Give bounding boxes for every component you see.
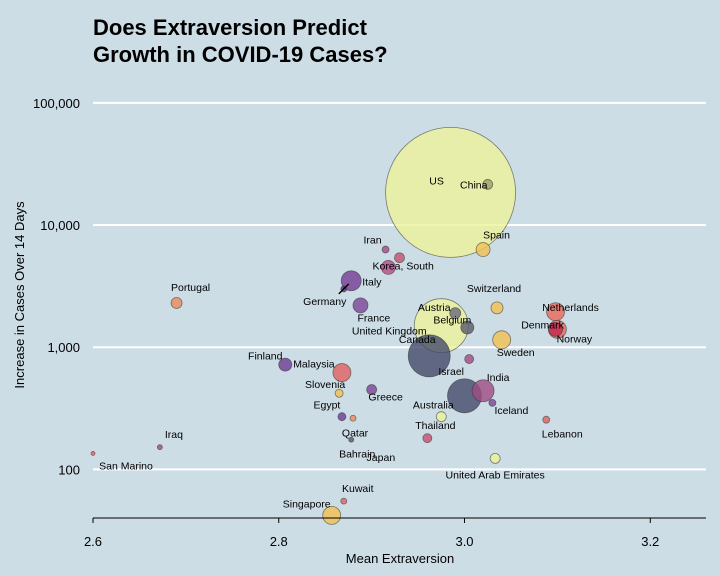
x-axis-label: Mean Extraversion bbox=[346, 551, 454, 566]
data-point bbox=[492, 330, 512, 350]
point-label: US bbox=[429, 175, 444, 187]
point-label: Germany bbox=[303, 296, 347, 308]
data-point bbox=[322, 506, 342, 525]
point-label: Egypt bbox=[313, 400, 340, 412]
point-label: Finland bbox=[248, 351, 283, 363]
point-label: India bbox=[487, 372, 510, 384]
points bbox=[90, 126, 567, 525]
point-label: Korea, South bbox=[373, 261, 434, 273]
data-point bbox=[407, 334, 451, 378]
point-label: Belgium bbox=[433, 314, 471, 326]
data-point bbox=[548, 321, 563, 337]
point-label: San Marino bbox=[99, 460, 153, 472]
point-label: Iceland bbox=[494, 405, 528, 417]
point-label: Spain bbox=[483, 230, 510, 242]
point-label: Switzerland bbox=[467, 283, 521, 295]
chart-title-line-1: Does Extraversion Predict bbox=[93, 15, 368, 40]
x-tick-label: 3.0 bbox=[455, 534, 473, 549]
data-point bbox=[488, 399, 497, 407]
y-tick-label: 10,000 bbox=[40, 218, 80, 233]
data-point bbox=[381, 245, 390, 254]
point-label: Singapore bbox=[283, 498, 331, 510]
point-labels: US China Spain Iran Korea, South Italy Germany… bbox=[99, 175, 599, 510]
point-label: Portugal bbox=[171, 282, 210, 294]
y-axis-label: Increase in Cases Over 14 Days bbox=[12, 201, 27, 389]
point-label: United Kingdom bbox=[352, 326, 427, 338]
data-point bbox=[422, 433, 433, 444]
data-point bbox=[156, 444, 163, 451]
data-point bbox=[460, 320, 475, 335]
point-label: United Arab Emirates bbox=[446, 469, 545, 481]
point-label: Israel bbox=[438, 366, 464, 378]
data-point bbox=[90, 451, 96, 456]
data-point bbox=[449, 307, 462, 320]
point-label: Italy bbox=[362, 277, 382, 289]
data-point bbox=[464, 354, 475, 364]
point-label: Netherlands bbox=[542, 302, 599, 314]
data-point bbox=[482, 179, 494, 190]
point-label: Lebanon bbox=[542, 429, 583, 441]
x-tick-label: 2.8 bbox=[270, 534, 288, 549]
point-label: Sweden bbox=[497, 347, 535, 359]
data-point bbox=[352, 297, 369, 314]
point-label: France bbox=[357, 312, 390, 324]
data-point bbox=[394, 252, 405, 264]
point-label: Australia bbox=[413, 400, 454, 412]
point-label: Slovenia bbox=[305, 379, 345, 391]
data-point bbox=[435, 411, 447, 423]
y-tick-label: 100,000 bbox=[33, 96, 80, 111]
point-label: Malaysia bbox=[293, 359, 335, 371]
point-label: Iraq bbox=[165, 429, 183, 441]
point-label: Austria bbox=[418, 302, 451, 314]
data-point bbox=[340, 497, 348, 505]
data-point bbox=[380, 259, 396, 275]
y-tick-label: 100 bbox=[58, 462, 80, 477]
point-label: China bbox=[460, 179, 488, 191]
data-point bbox=[542, 415, 551, 424]
point-label: Thailand bbox=[415, 420, 455, 432]
point-label: Bahrain bbox=[339, 449, 375, 461]
data-point bbox=[348, 436, 355, 443]
data-point bbox=[490, 301, 504, 315]
data-point bbox=[475, 242, 491, 257]
data-point bbox=[471, 379, 495, 403]
point-label: Japan bbox=[367, 452, 396, 464]
x-tick-label: 3.2 bbox=[641, 534, 659, 549]
leader-line bbox=[338, 283, 350, 295]
point-label: Kuwait bbox=[342, 483, 374, 495]
point-label: Greece bbox=[368, 392, 403, 404]
point-label: Iran bbox=[364, 235, 382, 247]
data-point bbox=[332, 363, 352, 382]
data-point bbox=[337, 412, 347, 422]
point-label: Norway bbox=[557, 333, 593, 345]
data-point bbox=[366, 384, 378, 395]
point-label: Canada bbox=[399, 334, 436, 346]
data-point bbox=[349, 414, 357, 422]
data-point bbox=[385, 126, 516, 258]
axes: 100 1,000 10,000 100,000 2.6 2.8 3.0 3.2 bbox=[33, 96, 706, 549]
data-point bbox=[489, 452, 501, 464]
point-label: Denmark bbox=[521, 319, 564, 331]
chart-title-line-2: Growth in COVID-19 Cases? bbox=[93, 42, 388, 67]
y-tick-label: 1,000 bbox=[47, 340, 80, 355]
data-point bbox=[278, 357, 293, 372]
point-label: Qatar bbox=[342, 427, 369, 439]
data-point bbox=[334, 388, 344, 398]
data-point bbox=[170, 297, 183, 309]
x-tick-label: 2.6 bbox=[84, 534, 102, 549]
